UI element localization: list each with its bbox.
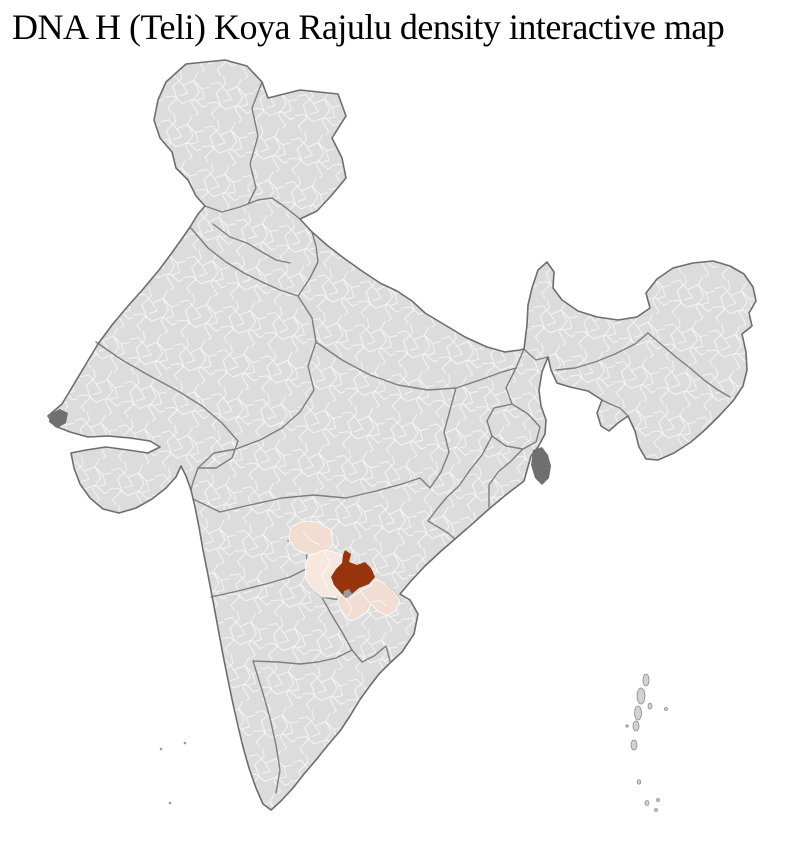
highlight-district-lines — [302, 530, 387, 617]
small-gray-enclave[interactable] — [343, 589, 352, 598]
sundarbans-delta-patch — [531, 447, 551, 485]
page-title: DNA H (Teli) Koya Rajulu density interac… — [12, 7, 725, 47]
district-boundary-mesh — [48, 60, 756, 810]
lakshadweep-islands[interactable] — [159, 741, 187, 805]
district-medium-density-northwest[interactable] — [288, 520, 334, 555]
district-high-density[interactable] — [331, 550, 375, 598]
district-medium-density-south[interactable] — [336, 590, 373, 622]
state-boundaries — [95, 81, 731, 794]
district-low-density-west[interactable] — [304, 549, 344, 598]
andaman-nicobar-islands[interactable] — [625, 673, 668, 812]
highlighted-districts — [288, 520, 401, 622]
district-medium-density-coastal[interactable] — [359, 578, 401, 617]
